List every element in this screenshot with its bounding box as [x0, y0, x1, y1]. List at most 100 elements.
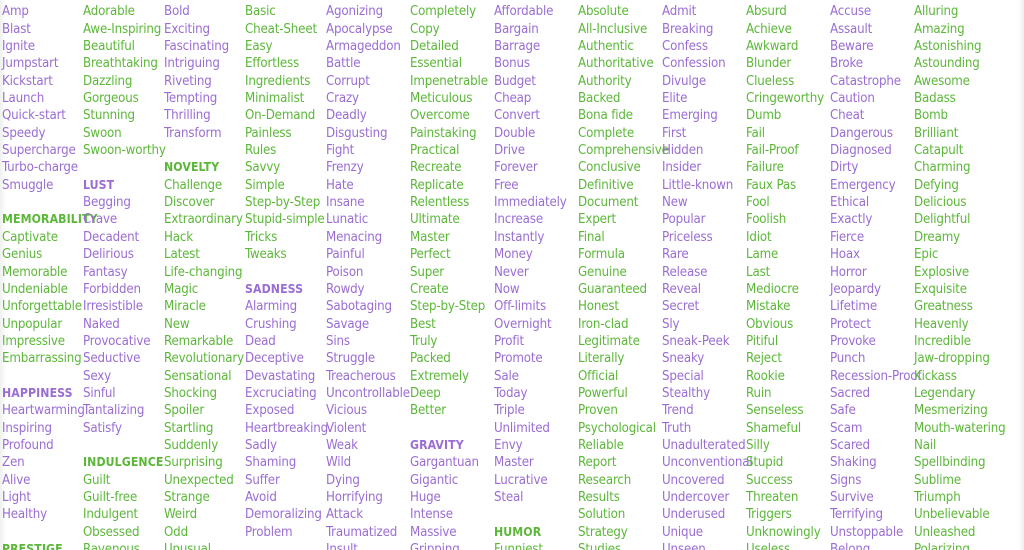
- power-word: Naked: [83, 316, 120, 332]
- power-word: Rules: [245, 143, 277, 159]
- power-word: Profit: [494, 333, 524, 349]
- power-word: Crave: [83, 212, 118, 228]
- power-word: Vicious: [326, 403, 367, 419]
- category-header: INDULGENCE: [83, 455, 164, 470]
- power-word: Sensational: [164, 368, 232, 384]
- power-word: Genius: [2, 247, 43, 263]
- power-word: Suddenly: [164, 437, 219, 453]
- column-spacer: [2, 524, 81, 541]
- category-header: URGENCY: [2, 0, 81, 3]
- word-column-5: THOROUGHNESSCompletelyCopy DetailedEssent…: [408, 0, 514, 550]
- power-word: Triggers: [746, 507, 792, 523]
- power-word: Undercover: [662, 489, 730, 505]
- power-word: Never: [494, 264, 529, 280]
- power-word: Catapult: [914, 143, 964, 159]
- power-word: Relentless: [410, 195, 470, 211]
- power-word: Poison: [326, 264, 364, 280]
- category-header: FOOLISHNESS: [746, 0, 833, 3]
- power-word: Meticulous: [410, 91, 473, 107]
- power-word: Useless: [746, 542, 791, 550]
- power-word: Broke: [830, 56, 863, 72]
- power-word: Provocative: [83, 333, 151, 349]
- power-word: Deceptive: [245, 351, 304, 367]
- category-header: MEMORABILITY: [2, 212, 98, 227]
- power-word: Unseen: [662, 542, 706, 550]
- power-word: Recession-Proof: [830, 368, 922, 384]
- power-word: Seductive: [83, 351, 141, 367]
- power-word: Demoralizing: [245, 507, 322, 523]
- power-word: Weird: [164, 507, 197, 523]
- power-word: Painful: [326, 247, 365, 263]
- power-word: Minimalist: [245, 91, 305, 107]
- word-column-8: EXCLUSIVITYAdmitBreaking ConfessConfessio…: [660, 0, 753, 550]
- power-word: Fail-Proof: [746, 143, 799, 159]
- power-word: Psychological: [578, 420, 656, 436]
- power-word: Document: [578, 195, 639, 211]
- power-word: Idiot: [746, 229, 772, 245]
- power-word: Stunning: [83, 108, 135, 124]
- power-word: Absurd: [746, 4, 787, 20]
- power-word: Exactly: [830, 212, 873, 228]
- power-word: Results: [578, 489, 620, 505]
- power-word: Master: [410, 229, 450, 245]
- power-word: Secret: [662, 299, 699, 315]
- power-word: Menacing: [326, 229, 383, 245]
- power-word: Revolutionary: [164, 351, 244, 367]
- category-header: HUMOR: [494, 524, 542, 539]
- power-word: Tantalizing: [83, 403, 145, 419]
- power-word: Bold: [164, 4, 190, 20]
- power-word: Mesmerizing: [914, 403, 988, 419]
- power-word: Tricks: [245, 229, 278, 245]
- power-word: Satisfy: [83, 420, 122, 436]
- power-word: Unusual: [164, 542, 211, 550]
- power-word: Elite: [662, 91, 688, 107]
- power-word: Diagnosed: [830, 143, 892, 159]
- power-word: Ruin: [746, 385, 772, 401]
- power-word: Forbidden: [83, 281, 141, 297]
- power-word: Genuine: [578, 264, 627, 280]
- power-word: Trend: [662, 403, 694, 419]
- power-word: Hate: [326, 177, 354, 193]
- power-word: Polarizing: [914, 542, 970, 550]
- power-word: Light: [2, 489, 31, 505]
- power-word: Provoke: [830, 333, 876, 349]
- power-word: Off-limits: [494, 299, 547, 315]
- power-word: Studies: [578, 542, 621, 550]
- power-word: Stealthy: [662, 385, 711, 401]
- power-word: Accuse: [830, 4, 872, 20]
- power-word: Savage: [326, 316, 370, 332]
- power-word: Master: [494, 455, 534, 471]
- power-word: Beautiful: [83, 39, 135, 55]
- power-word: Iron-clad: [578, 316, 629, 332]
- power-word: Exposed: [245, 403, 295, 419]
- power-word: Painstaking: [410, 125, 477, 141]
- power-word: Impressive: [2, 333, 65, 349]
- power-word: Speedy: [2, 125, 46, 141]
- power-word: Tweaks: [245, 247, 287, 263]
- power-word: Better: [410, 403, 447, 419]
- power-word: Unforgettable: [2, 299, 82, 315]
- power-word: Punch: [830, 351, 866, 367]
- power-word: Guilt-free: [83, 489, 138, 505]
- power-word: Legitimate: [578, 333, 640, 349]
- power-word: Sinful: [83, 385, 116, 401]
- power-word: Embarrassing: [2, 351, 82, 367]
- power-word: Definitive: [578, 177, 634, 193]
- power-word: Powerful: [578, 385, 628, 401]
- power-word: Belong: [830, 542, 871, 550]
- power-word: Confession: [662, 56, 726, 72]
- power-word: Dangerous: [830, 125, 893, 141]
- power-word: Unique: [662, 524, 703, 540]
- power-word: Avoid: [245, 489, 277, 505]
- word-column-7: AUTHORITYAbsoluteAll-InclusiveAuthenticA…: [576, 0, 669, 550]
- power-word: Nail: [914, 437, 937, 453]
- power-word: Last: [746, 264, 771, 280]
- power-word: Spellbinding: [914, 455, 986, 471]
- power-word: Hoax: [830, 247, 860, 263]
- power-word: Heartbreaking: [245, 420, 328, 436]
- power-word: Report: [578, 455, 617, 471]
- power-word: Strategy: [578, 524, 628, 540]
- power-word: Delirious: [83, 247, 134, 263]
- power-word: Formula: [578, 247, 625, 263]
